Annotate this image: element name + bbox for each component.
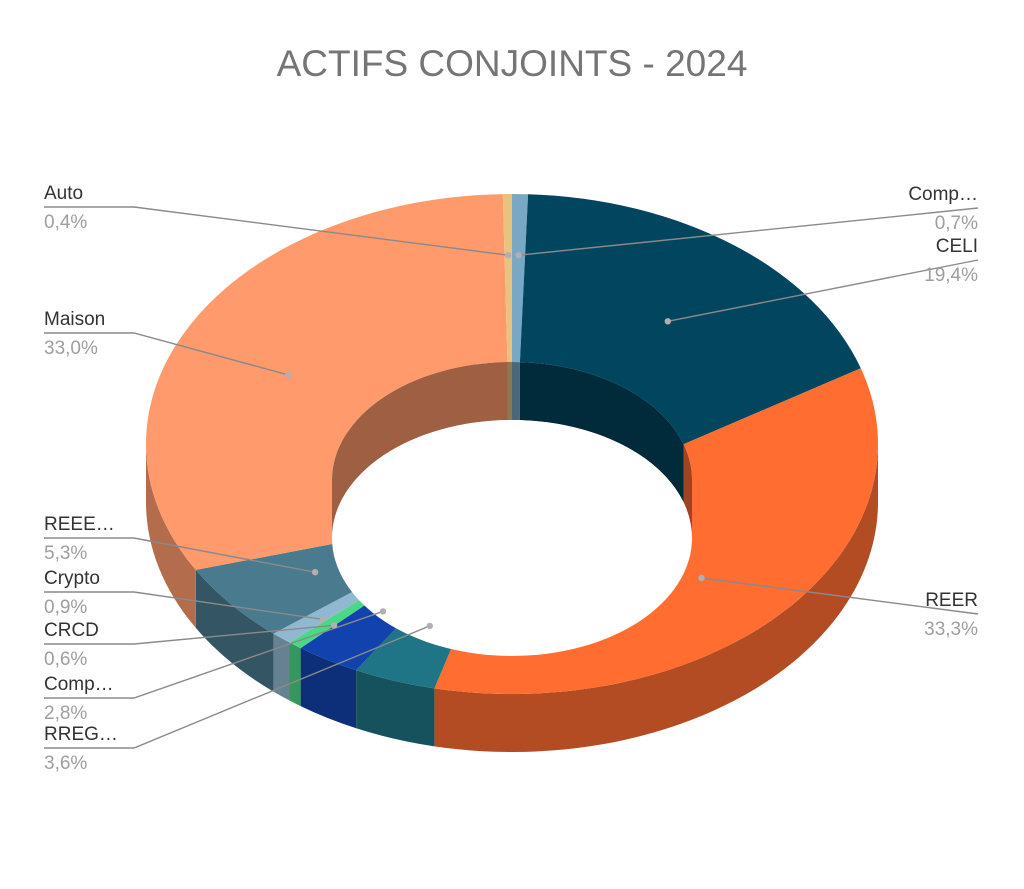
slice-percent-label-0: 0,7%	[935, 213, 978, 234]
slice-side-6	[273, 633, 290, 701]
slice-labels: Comp… 0,7%CELI 19,4% REER 33,3% RREG… 3,6% Comp…	[44, 183, 978, 774]
slice-side-7	[195, 569, 274, 692]
leader-line-5	[44, 624, 335, 645]
slice-8	[145, 194, 508, 570]
leader-dot-5	[330, 622, 338, 629]
leader-dot-8	[285, 371, 292, 379]
slice-inner-wall-0-0	[512, 361, 520, 421]
slice-percent-label-8: 33,0%	[44, 338, 98, 359]
slice-inner-wall-9-0	[507, 362, 512, 421]
leader-dot-7	[311, 569, 319, 576]
slice-side-3	[356, 670, 435, 747]
leader-dot-2	[698, 574, 705, 582]
leader-line-4	[44, 610, 384, 699]
slice-name-label-2: REER	[925, 590, 978, 611]
slice-1	[519, 194, 861, 445]
slice-inner-wall-2-0	[683, 444, 692, 538]
slice-name-label-4: Comp…	[44, 674, 114, 695]
slice-name-label-8: Maison	[44, 309, 105, 330]
slice-name-label-3: RREG…	[44, 724, 118, 745]
leader-dot-4	[379, 608, 387, 615]
leader-line-7	[44, 537, 316, 573]
leader-dot-3	[426, 622, 433, 630]
slice-inner-wall-8-0	[332, 362, 508, 538]
slice-side-4	[300, 648, 357, 729]
leader-dot-9	[505, 252, 512, 259]
slice-side-8	[146, 444, 196, 628]
slice-percent-label-3: 3,6%	[44, 753, 87, 774]
leader-dot-0	[515, 252, 522, 259]
slice-percent-label-9: 0,4%	[44, 212, 87, 233]
leader-line-3	[44, 625, 431, 749]
slice-side-2	[434, 444, 878, 753]
leader-line-0	[518, 207, 979, 256]
leader-line-1	[667, 259, 979, 322]
leader-line-9	[44, 206, 509, 256]
leader-line-2	[701, 577, 979, 615]
slice-name-label-1: CELI	[936, 236, 978, 257]
slice-percent-label-6: 0,9%	[44, 597, 87, 618]
slice-0	[512, 194, 529, 363]
slice-name-label-5: CRCD	[44, 620, 99, 641]
leader-lines	[44, 206, 979, 749]
slice-name-label-9: Auto	[44, 183, 83, 204]
chart-title: ACTIFS CONJOINTS - 2024	[277, 43, 748, 84]
slice-name-label-7: REEE…	[44, 514, 115, 535]
donut-hole	[332, 420, 692, 656]
leader-dot-1	[664, 318, 671, 325]
slice-inner-wall-1-0	[519, 362, 684, 503]
slice-9	[502, 194, 512, 363]
donut-sides	[146, 444, 878, 753]
slice-name-label-6: Crypto	[44, 568, 100, 589]
slice-percent-label-2: 33,3%	[924, 619, 978, 640]
slice-percent-label-1: 19,4%	[924, 265, 978, 286]
slice-percent-label-4: 2,8%	[44, 703, 87, 724]
slice-percent-label-5: 0,6%	[44, 649, 87, 670]
donut-slices	[145, 194, 879, 695]
slice-name-label-0: Comp…	[908, 184, 978, 205]
leader-line-8	[44, 332, 289, 376]
leader-line-6	[44, 591, 324, 621]
leader-dot-6	[319, 616, 327, 623]
slice-side-5	[289, 642, 301, 707]
slice-percent-label-7: 5,3%	[44, 543, 87, 564]
